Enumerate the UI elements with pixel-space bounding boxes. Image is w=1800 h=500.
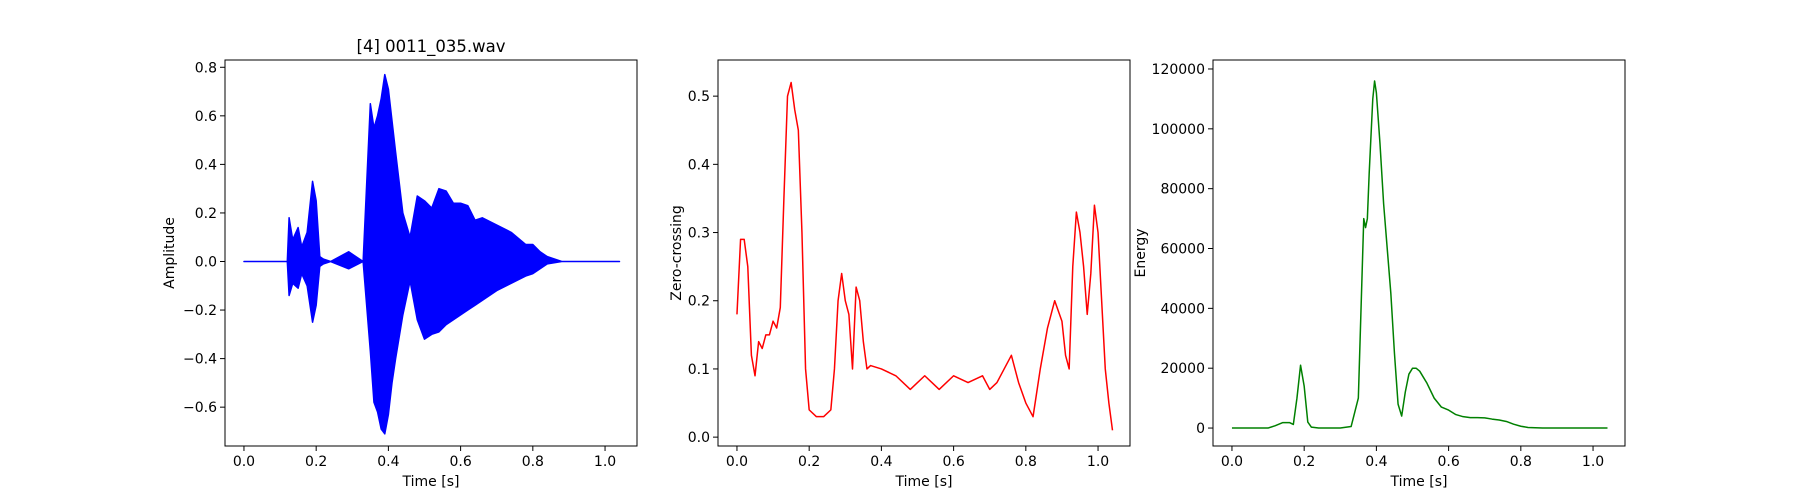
energy-x-tick-label: 0.2 bbox=[1293, 454, 1315, 470]
zero-crossing-x-tick-label: 0.8 bbox=[1015, 454, 1037, 470]
zero-crossing-axes-frame bbox=[717, 59, 1131, 447]
energy-y-tick-label: 120000 bbox=[1152, 62, 1205, 78]
amplitude-y-tick-label: −0.4 bbox=[183, 352, 217, 368]
zero-crossing-y-axis-label: Zero-crossing bbox=[669, 205, 685, 300]
energy-x-tick-label: 0.8 bbox=[1510, 454, 1532, 470]
amplitude-y-tick-label: −0.6 bbox=[183, 400, 217, 416]
amplitude-y-tick-label: 0.0 bbox=[195, 254, 217, 270]
amplitude-x-tick-label: 1.0 bbox=[594, 454, 616, 470]
zero-crossing-x-tick-label: 0.0 bbox=[726, 454, 748, 470]
amplitude-x-tick-label: 0.0 bbox=[233, 454, 255, 470]
zero-crossing-y-tick-label: 0.2 bbox=[688, 294, 710, 310]
zero-crossing-x-tick-label: 0.4 bbox=[870, 454, 892, 470]
zero-crossing-ticks: 0.0 0.2 0.4 0.6 0.8 1.0 0.0 0.1 0.2 0.3 0.4 0.5 bbox=[688, 89, 1109, 470]
energy-y-tick-label: 20000 bbox=[1160, 361, 1205, 377]
amplitude-y-tick-label: 0.6 bbox=[195, 109, 217, 125]
energy-ticks: 0.0 0.2 0.4 0.6 0.8 1.0 0 20000 40000 60000 80000 1… bbox=[1152, 62, 1605, 470]
amplitude-series bbox=[243, 73, 621, 435]
zero-crossing-series-0-line bbox=[736, 81, 1114, 431]
zero-crossing-x-tick-label: 0.2 bbox=[798, 454, 820, 470]
zero-crossing-y-tick-label: 0.5 bbox=[688, 89, 710, 105]
amplitude-y-tick-label: 0.2 bbox=[195, 206, 217, 222]
energy-x-tick-label: 1.0 bbox=[1582, 454, 1604, 470]
amplitude-y-tick-label: 0.8 bbox=[195, 60, 217, 76]
energy-axes-frame bbox=[1212, 59, 1626, 447]
amplitude-chart-title: [4] 0011_035.wav bbox=[357, 37, 506, 57]
amplitude-x-axis-label: Time [s] bbox=[402, 474, 460, 490]
energy-series-0-line bbox=[1231, 80, 1608, 429]
zero-crossing-x-axis-label: Time [s] bbox=[895, 474, 953, 490]
energy-x-tick-label: 0.6 bbox=[1437, 454, 1459, 470]
amplitude-axes-frame bbox=[224, 59, 638, 447]
amplitude-x-tick-label: 0.6 bbox=[449, 454, 471, 470]
zero-crossing-x-tick-label: 1.0 bbox=[1087, 454, 1109, 470]
amplitude-ticks: 0.0 0.2 0.4 0.6 0.8 1.0 −0.6 −0.4 −0.2 0.0 0.2 0.4 0… bbox=[183, 60, 616, 470]
energy-panel: 0.0 0.2 0.4 0.6 0.8 1.0 0 20000 40000 60000 80000 1… bbox=[1133, 59, 1626, 490]
zero-crossing-panel: 0.0 0.2 0.4 0.6 0.8 1.0 0.0 0.1 0.2 0.3 0.4 0.5 Tim… bbox=[669, 59, 1131, 490]
energy-y-tick-label: 40000 bbox=[1160, 301, 1205, 317]
amplitude-y-tick-label: 0.4 bbox=[195, 157, 217, 173]
energy-y-axis-label: Energy bbox=[1133, 228, 1149, 277]
amplitude-x-tick-label: 0.4 bbox=[377, 454, 399, 470]
zero-crossing-y-tick-label: 0.1 bbox=[688, 362, 710, 378]
amplitude-series-0-envelope bbox=[243, 73, 621, 435]
amplitude-y-tick-label: −0.2 bbox=[183, 303, 217, 319]
energy-y-tick-label: 60000 bbox=[1160, 242, 1205, 258]
zero-crossing-y-tick-label: 0.4 bbox=[688, 157, 710, 173]
energy-y-tick-label: 80000 bbox=[1160, 182, 1205, 198]
amplitude-x-tick-label: 0.8 bbox=[522, 454, 544, 470]
energy-x-axis-label: Time [s] bbox=[1390, 474, 1448, 490]
zero-crossing-y-tick-label: 0.3 bbox=[688, 226, 710, 242]
amplitude-panel: [4] 0011_035.wav 0.0 0.2 0.4 0.6 0.8 1.0 −0.6 −… bbox=[162, 37, 638, 490]
amplitude-y-axis-label: Amplitude bbox=[162, 217, 178, 289]
energy-y-tick-label: 100000 bbox=[1152, 122, 1205, 138]
energy-y-tick-label: 0 bbox=[1196, 421, 1205, 437]
zero-crossing-x-tick-label: 0.6 bbox=[942, 454, 964, 470]
amplitude-x-tick-label: 0.2 bbox=[305, 454, 327, 470]
zero-crossing-series bbox=[736, 81, 1114, 431]
zero-crossing-y-tick-label: 0.0 bbox=[688, 430, 710, 446]
energy-x-tick-label: 0.4 bbox=[1365, 454, 1387, 470]
energy-x-tick-label: 0.0 bbox=[1221, 454, 1243, 470]
energy-series bbox=[1231, 80, 1608, 429]
